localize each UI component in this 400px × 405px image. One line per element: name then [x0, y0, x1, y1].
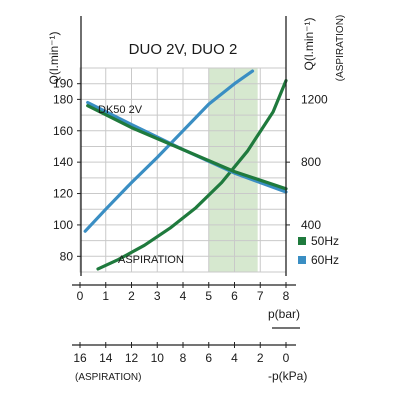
x-tick-label: 2 [128, 289, 135, 303]
legend-swatch [298, 237, 306, 245]
x2-tick-label: 14 [99, 351, 113, 365]
legend-label: 50Hz [311, 234, 339, 248]
series-line-4 [86, 104, 288, 191]
y-left-tick-label: 160 [53, 124, 73, 138]
axes [72, 16, 300, 346]
legend-label: 60Hz [311, 253, 339, 267]
legend: 50Hz 60Hz [298, 234, 339, 267]
x-tick-label: 0 [77, 289, 84, 303]
x2-axis-subtitle: (ASPIRATION) [75, 372, 141, 383]
x-tick-label: 8 [283, 289, 290, 303]
series-layer [83, 69, 288, 271]
x2-tick-label: 12 [125, 351, 139, 365]
y-right-tick-label: 1200 [301, 92, 328, 106]
x2-tick-label: 10 [151, 351, 165, 365]
aspiration-label: ASPIRATION [118, 254, 184, 266]
x-tick-label: 4 [180, 289, 187, 303]
y-left-tick-label: 190 [53, 77, 73, 91]
y-left-tick-label: 180 [53, 92, 73, 106]
y-left-axis-title: Q(l.min⁻¹) [47, 32, 61, 85]
y-right-tick-label: 800 [301, 155, 321, 169]
x-axis-title: p(bar) [268, 307, 300, 321]
x2-axis-title: -p(kPa) [268, 369, 307, 383]
series-line-2 [96, 78, 288, 271]
y-right-tick-label: 400 [301, 218, 321, 232]
x2-tick-label: 2 [257, 351, 264, 365]
tick-layer: 0 1 2 3 4 5 6 7 816 14 12 10 8 6 4 2 0801001201401601801… [53, 77, 328, 365]
x-tick-label: 3 [154, 289, 161, 303]
y-left-tick-label: 140 [53, 155, 73, 169]
chart-title: DUO 2V, DUO 2 [129, 41, 238, 58]
y-left-tick-label: 80 [60, 249, 74, 263]
y-left-tick-label: 100 [53, 218, 73, 232]
y-right-axis-subtitle: (ASPIRATION) [335, 15, 346, 81]
y-right-axis-title: Q(l.min⁻¹) [302, 18, 316, 71]
x-tick-label: 1 [102, 289, 109, 303]
x2-tick-label: 0 [283, 351, 290, 365]
y-left-tick-label: 120 [53, 187, 73, 201]
x-tick-label: 7 [257, 289, 264, 303]
x-tick-label: 5 [205, 289, 212, 303]
x2-tick-label: 16 [73, 351, 87, 365]
x2-tick-label: 4 [231, 351, 238, 365]
x-tick-label: 6 [231, 289, 238, 303]
x2-tick-label: 8 [180, 351, 187, 365]
x2-tick-label: 6 [205, 351, 212, 365]
legend-swatch [298, 256, 306, 264]
dk50-label: DK50 2V [98, 104, 143, 116]
